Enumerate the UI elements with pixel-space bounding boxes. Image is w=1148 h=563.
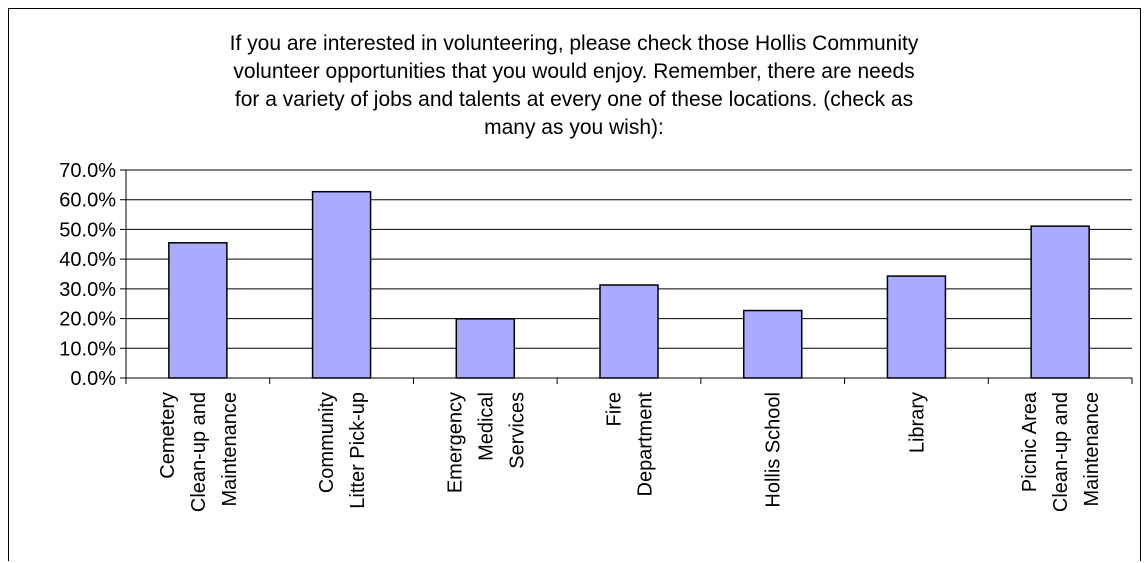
bar [311, 190, 372, 379]
x-tick-label-line: Clean-up and [188, 392, 210, 512]
chart-title-line-4: many as you wish): [484, 116, 664, 139]
chart-title-line-3: for a variety of jobs and talents at eve… [234, 88, 914, 111]
bar [455, 318, 516, 379]
y-tick-label: 0.0% [70, 368, 116, 390]
chart-title-line-1: If you are interested in volunteering, p… [229, 32, 919, 55]
x-tick-label-line: Cemetery [157, 392, 179, 479]
x-tick-label-line: Hollis School [763, 392, 785, 508]
bar [168, 242, 228, 379]
x-tick-label-line: Services [506, 392, 528, 469]
bar [742, 309, 803, 379]
chart-title: If you are interested in volunteering, p… [0, 30, 1148, 142]
x-tick-label-line: Clean-up and [1050, 392, 1072, 512]
y-tick-label: 50.0% [59, 219, 116, 241]
x-tick-label-line: Department [635, 392, 657, 497]
chart-title-line-2: volunteer opportunities that you would e… [233, 60, 915, 83]
x-tick-label-line: Maintenance [219, 392, 241, 507]
x-tick-label-line: Picnic Area [1019, 391, 1041, 492]
x-tick-label-line: Emergency [444, 392, 466, 493]
x-tick-label-line: Fire [604, 392, 626, 426]
bar [886, 275, 947, 379]
x-tick-label-line: Library [906, 392, 928, 453]
x-tick-label-line: Litter Pick-up [347, 392, 369, 509]
x-tick-label-line: Maintenance [1081, 392, 1103, 507]
x-tick-label-line: Medical [475, 392, 497, 461]
y-tick-label: 30.0% [59, 279, 116, 301]
y-tick-label: 20.0% [59, 309, 116, 331]
y-tick-label: 10.0% [59, 338, 116, 360]
y-tick-label: 70.0% [59, 160, 116, 182]
x-tick-label-line: Community [316, 392, 338, 493]
y-tick-label: 40.0% [59, 249, 116, 271]
bar [599, 284, 659, 379]
y-tick-label: 60.0% [59, 190, 116, 212]
bar [1030, 225, 1090, 379]
